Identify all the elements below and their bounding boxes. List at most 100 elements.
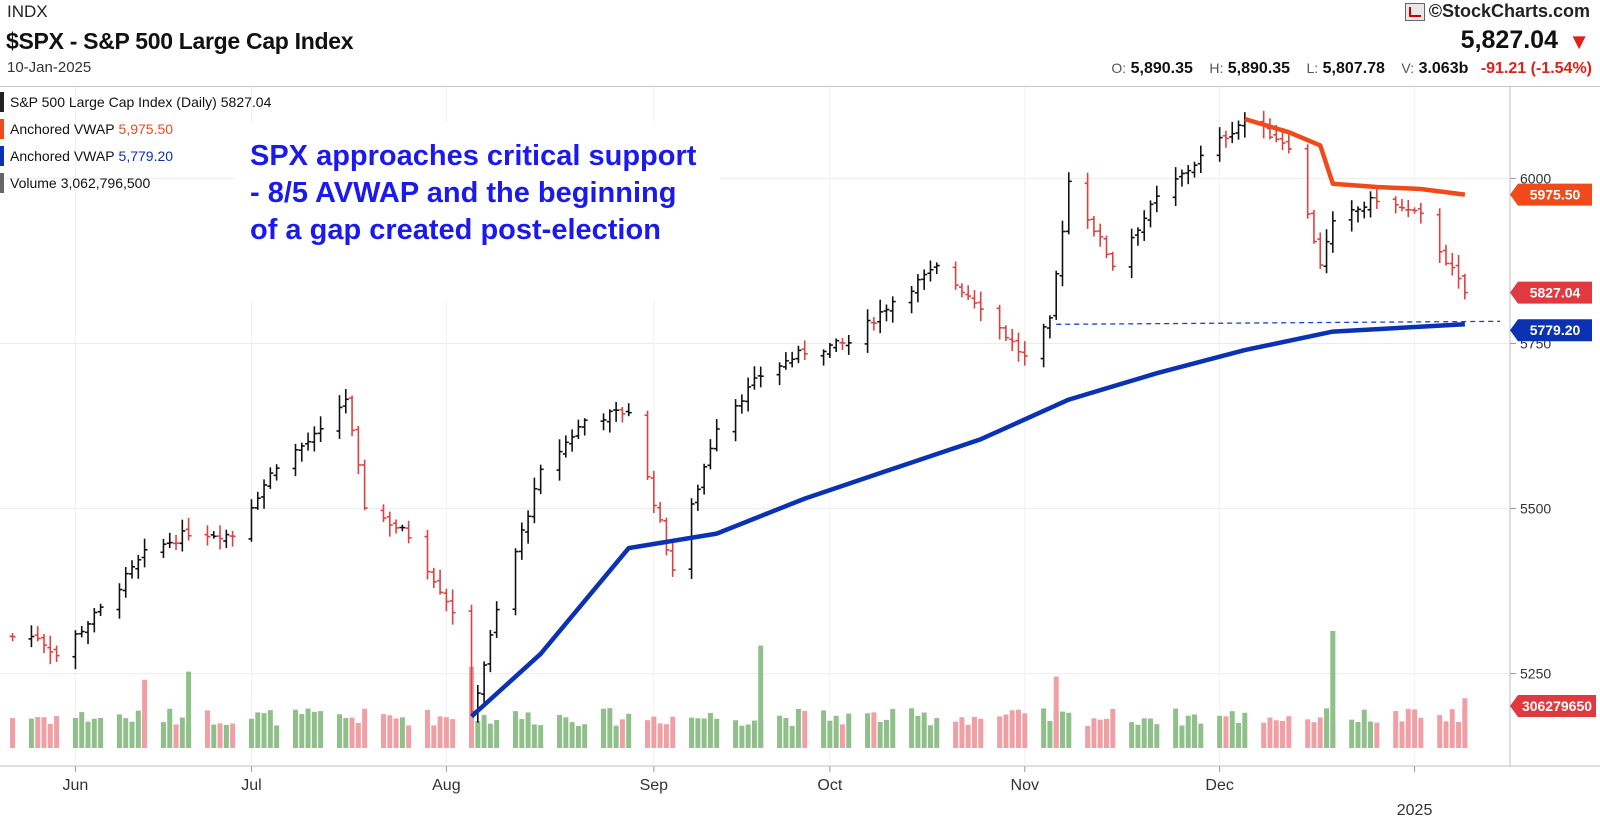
volume-bar [1242, 712, 1248, 748]
volume-bar [1405, 708, 1411, 748]
high-value: 5,890.35 [1227, 60, 1291, 77]
volume-bar [1393, 711, 1399, 748]
volume-bar [670, 716, 676, 748]
volume-bar [223, 724, 229, 748]
volume-bar [450, 719, 456, 748]
volume-spike [1330, 631, 1336, 748]
volume-bar [336, 714, 342, 748]
price-tag-text: 5779.20 [1530, 322, 1581, 338]
chart-header: INDX $SPX - S&P 500 Large Cap Index 10-J… [0, 0, 1600, 87]
legend-item-price[interactable]: S&P 500 Large Cap Index (Daily) 5827.04 [0, 88, 271, 115]
open-value: 5,890.35 [1130, 60, 1193, 77]
volume-bar [318, 711, 324, 748]
legend-item-vwap-blue[interactable]: Anchored VWAP 5,779.20 [0, 142, 271, 169]
volume-bar [1349, 719, 1355, 748]
volume-bar [563, 717, 569, 748]
last-price: 5,827.04 [1460, 26, 1558, 54]
x-tick-label: Nov [1011, 777, 1039, 794]
volume-bar [85, 721, 91, 748]
volume-bar [601, 708, 607, 748]
volume-bar [305, 708, 311, 748]
stockcharts-logo[interactable]: ©StockCharts.com [1404, 1, 1590, 22]
volume-bar [909, 708, 915, 748]
volume-bar [934, 718, 940, 748]
volume-bar [35, 717, 41, 748]
volume-bar [1418, 717, 1424, 748]
volume-tag-text: 306279650 [1522, 698, 1592, 714]
volume-bar [1097, 719, 1103, 748]
volume-spike [1053, 676, 1059, 748]
volume-bar [613, 725, 619, 748]
x-tick-label: Aug [432, 777, 460, 794]
volume-bar [619, 719, 625, 748]
x-tick-label: Dec [1205, 777, 1233, 794]
volume-bar [54, 716, 60, 748]
volume-bar [41, 717, 47, 748]
volume-bar [1173, 708, 1179, 748]
chart-date: 10-Jan-2025 [7, 59, 92, 76]
volume-bar [1047, 720, 1053, 748]
volume-bar [626, 713, 632, 748]
volume-bar [274, 725, 280, 748]
volume-bar [437, 716, 443, 748]
volume-bar [1267, 717, 1273, 748]
volume-bar [1361, 709, 1367, 748]
volume-bar [487, 723, 493, 748]
volume-bar [701, 718, 707, 748]
chart-legend: S&P 500 Large Cap Index (Daily) 5827.04 … [0, 88, 271, 196]
volume-bar [179, 717, 185, 748]
volume-bar [135, 710, 141, 748]
volume-bar [1456, 721, 1462, 748]
legend-value: 5,779.20 [118, 147, 174, 164]
volume-bar [1129, 722, 1135, 748]
volume-bar [569, 722, 575, 748]
legend-label: Volume [10, 174, 57, 191]
volume-bar [1015, 709, 1021, 748]
vwap-line-blue [469, 321, 1466, 719]
volume-bar [714, 718, 720, 748]
volume-bar [965, 724, 971, 748]
low-value: 5,807.78 [1322, 60, 1385, 77]
price-tag-shape [1510, 183, 1592, 206]
volume-bar [657, 723, 663, 748]
high-label: H: [1209, 60, 1224, 76]
low-label: L: [1306, 60, 1319, 76]
volume-bar [1059, 711, 1065, 748]
legend-item-vwap-red[interactable]: Anchored VWAP 5,975.50 [0, 115, 271, 142]
volume-bar [1154, 724, 1160, 748]
price-tag-shape [1510, 281, 1592, 304]
volume-bar [953, 721, 959, 748]
volume-bar [1198, 723, 1204, 748]
last-price-tag: 5827.04 [1510, 281, 1592, 304]
legend-item-volume[interactable]: Volume 3,062,796,500 [0, 169, 271, 196]
volume-bar [1041, 708, 1047, 748]
volume-bar [531, 724, 537, 748]
volume-bar [217, 723, 223, 748]
volume-bar [1066, 712, 1072, 748]
volume-bar [1324, 708, 1330, 748]
volume-bar [1399, 721, 1405, 748]
volume-bar [751, 720, 757, 748]
volume-bar [745, 724, 751, 748]
volume-bar [865, 713, 871, 748]
volume-bar [789, 725, 795, 748]
volume-bar [1368, 721, 1374, 748]
volume-bar [1437, 715, 1443, 748]
legend-label: Anchored VWAP [10, 120, 115, 137]
volume-bar [871, 712, 877, 748]
volume-spike [1462, 698, 1468, 748]
annotation-text: SPX approaches critical support - 8/5 AV… [250, 140, 697, 246]
legend-value: 5,975.50 [118, 120, 174, 137]
x-tick-label: Jun [63, 777, 89, 794]
volume-bar [1229, 711, 1235, 748]
volume-bar [255, 712, 261, 748]
volume-bar [1280, 720, 1286, 748]
volume-bar [1185, 715, 1191, 748]
volume-bar [1412, 709, 1418, 748]
volume-bar [387, 715, 393, 748]
legend-value: 3,062,796,500 [60, 174, 151, 191]
volume-bar [1009, 710, 1015, 748]
volume-bar [399, 717, 405, 748]
volume-bar [921, 712, 927, 748]
chart-logo-icon [1404, 2, 1425, 21]
